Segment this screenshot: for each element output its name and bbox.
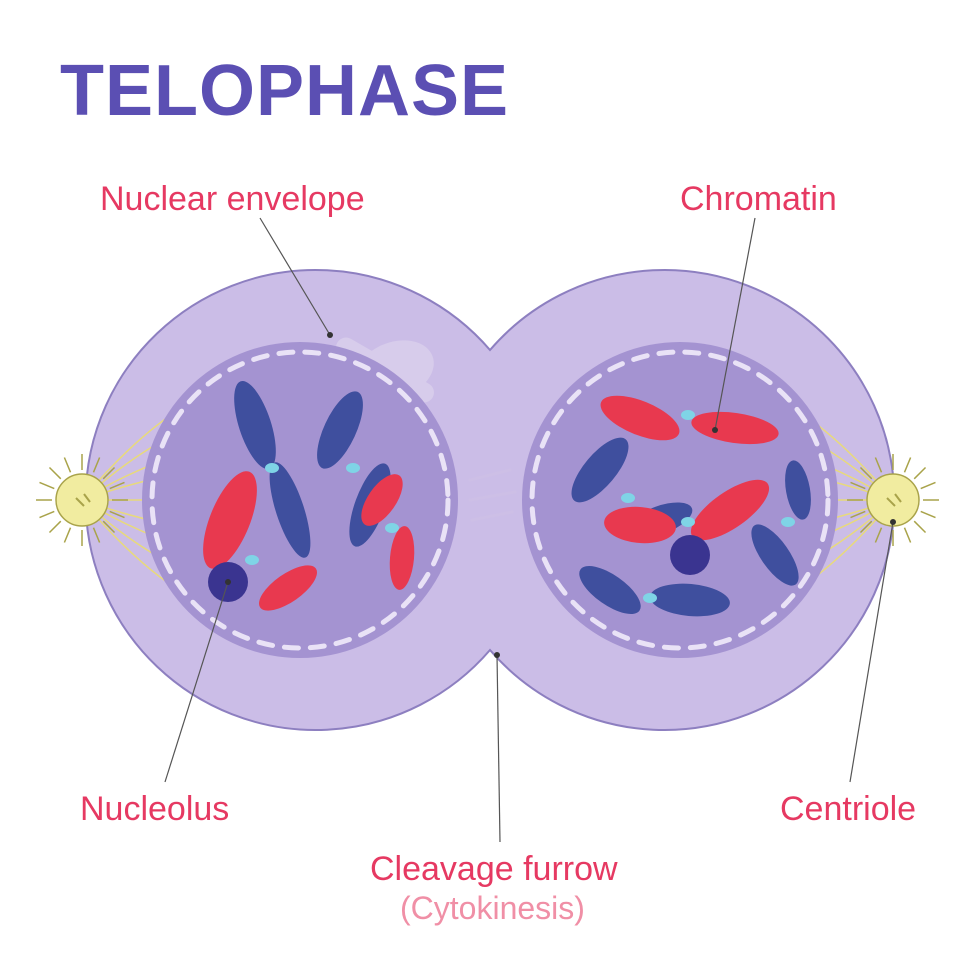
label-cytokinesis: (Cytokinesis) [400,890,585,927]
label-nuclear-envelope: Nuclear envelope [100,180,365,219]
page-title: TELOPHASE [60,50,509,132]
telophase-diagram: TELOPHASE Nuclear envelope Chromatin Nuc… [0,0,980,980]
label-cleavage-furrow: Cleavage furrow [370,850,618,889]
label-chromatin: Chromatin [680,180,837,219]
diagram-svg [0,0,980,980]
label-nucleolus: Nucleolus [80,790,229,829]
label-centriole: Centriole [780,790,916,829]
